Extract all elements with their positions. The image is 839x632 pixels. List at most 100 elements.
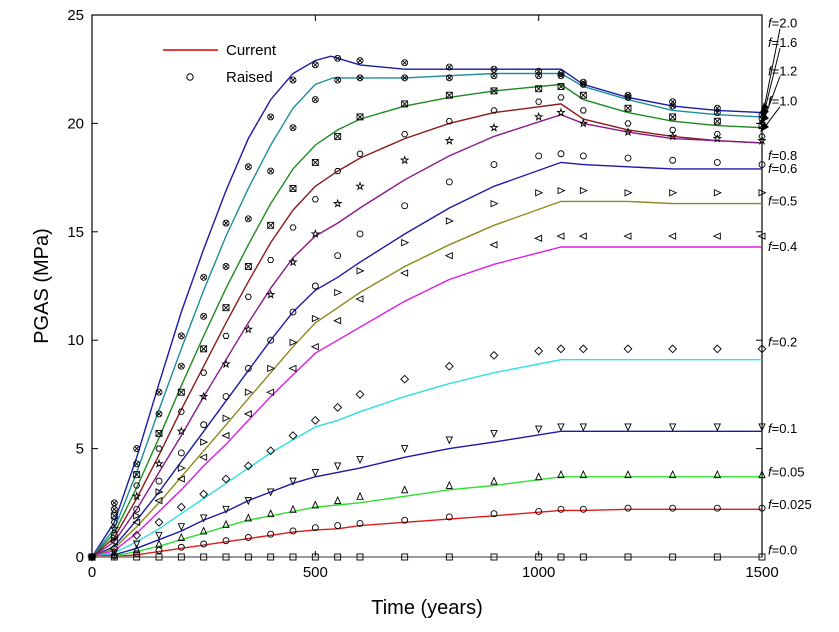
raised-marker bbox=[176, 426, 187, 436]
raised-marker bbox=[356, 113, 364, 121]
raised-marker bbox=[490, 107, 498, 114]
raised-marker bbox=[445, 553, 453, 561]
raised-marker bbox=[313, 62, 318, 68]
raised-marker bbox=[312, 159, 319, 166]
raised-marker bbox=[289, 185, 297, 192]
raised-marker bbox=[669, 113, 676, 121]
raised-marker bbox=[201, 275, 206, 280]
raised-marker bbox=[401, 74, 409, 82]
raised-marker bbox=[490, 199, 499, 208]
raised-marker bbox=[112, 506, 117, 512]
raised-marker bbox=[447, 64, 452, 70]
raised-marker bbox=[713, 109, 721, 117]
axis-ticks: 0 500 1000 1500 0 5 10 15 20 25 bbox=[67, 7, 778, 581]
raised-marker bbox=[199, 514, 208, 523]
current-line-f0.2 bbox=[91, 359, 762, 558]
raised-marker bbox=[445, 178, 453, 186]
raised-marker bbox=[268, 168, 273, 174]
raised-marker bbox=[557, 505, 565, 513]
raised-marker bbox=[625, 95, 631, 100]
raised-marker bbox=[713, 104, 721, 112]
raised-marker bbox=[355, 389, 365, 399]
raised-marker bbox=[198, 391, 209, 401]
f-arrow-2.0 bbox=[763, 28, 781, 109]
raised-marker bbox=[557, 150, 565, 158]
raised-marker bbox=[334, 168, 342, 175]
raised-marker bbox=[133, 471, 140, 478]
raised-marker bbox=[490, 429, 498, 438]
plot-area bbox=[91, 14, 763, 558]
raised-marker bbox=[333, 316, 342, 325]
raised-marker bbox=[177, 532, 186, 541]
raised-marker bbox=[267, 530, 275, 538]
raised-marker bbox=[490, 510, 498, 518]
raised-marker bbox=[311, 96, 319, 104]
x-tick-label: 500 bbox=[303, 564, 328, 581]
raised-marker bbox=[222, 332, 230, 339]
raised-marker bbox=[447, 75, 452, 81]
raised-marker bbox=[311, 468, 320, 478]
raised-marker bbox=[289, 308, 297, 316]
raised-marker bbox=[243, 324, 254, 334]
raised-marker bbox=[356, 267, 365, 275]
raised-marker bbox=[245, 263, 252, 270]
raised-marker bbox=[222, 304, 230, 312]
raised-marker bbox=[557, 553, 565, 561]
raised-marker bbox=[334, 288, 343, 297]
raised-marker bbox=[557, 72, 565, 80]
f-label-0.025: f=0.025 bbox=[768, 497, 812, 512]
raised-marker bbox=[133, 512, 142, 520]
current-line-f1.2 bbox=[91, 83, 763, 558]
x-tick-label: 1000 bbox=[522, 564, 555, 581]
f-label-0.6: f=0.6 bbox=[768, 161, 797, 176]
raised-marker bbox=[177, 408, 185, 415]
raised-marker bbox=[535, 553, 543, 561]
raised-marker bbox=[669, 156, 677, 164]
raised-marker bbox=[579, 423, 588, 432]
raised-marker bbox=[244, 215, 252, 223]
raised-marker bbox=[221, 474, 231, 484]
raised-marker bbox=[88, 553, 96, 561]
raised-marker bbox=[445, 91, 453, 99]
raised-marker bbox=[176, 475, 185, 483]
current-line-f0.025 bbox=[91, 508, 762, 558]
raised-marker bbox=[179, 333, 184, 339]
raised-marker bbox=[578, 232, 587, 240]
raised-marker bbox=[713, 470, 722, 479]
raised-marker bbox=[557, 186, 566, 195]
raised-marker bbox=[669, 553, 677, 561]
current-line-f0.4 bbox=[91, 246, 762, 558]
raised-marker bbox=[401, 553, 409, 561]
f-arrowhead-1.2 bbox=[760, 113, 769, 124]
raised-marker bbox=[268, 114, 273, 120]
raised-marker bbox=[200, 421, 208, 429]
raised-marker bbox=[401, 238, 410, 247]
raised-marker bbox=[334, 553, 342, 561]
raised-marker bbox=[199, 489, 209, 499]
raised-marker bbox=[399, 155, 410, 165]
raised-marker bbox=[311, 500, 320, 509]
raised-marker bbox=[246, 216, 251, 222]
raised-marker bbox=[624, 553, 632, 561]
current-line-f0.5 bbox=[91, 200, 762, 558]
raised-marker bbox=[246, 164, 251, 170]
raised-marker bbox=[669, 189, 678, 197]
raised-marker bbox=[668, 232, 677, 240]
raised-marker bbox=[356, 519, 364, 527]
current-line-f0.6 bbox=[91, 161, 762, 558]
raised-marker bbox=[579, 107, 587, 114]
series-markers bbox=[87, 54, 767, 562]
raised-marker bbox=[267, 553, 275, 561]
raised-marker bbox=[400, 445, 409, 454]
raised-marker bbox=[335, 77, 340, 83]
f-labels: f=2.0 f=1.6 f=1.2 f=1.0 f=0.8f=0.6 f=0.5 f=0.4… bbox=[760, 16, 812, 557]
legend-raised-marker bbox=[186, 73, 194, 81]
raised-marker bbox=[177, 464, 186, 472]
raised-marker bbox=[490, 87, 498, 95]
raised-marker bbox=[579, 505, 587, 513]
raised-marker bbox=[133, 460, 141, 468]
current-line-f2.0 bbox=[91, 55, 763, 558]
legend-current-label: Current bbox=[226, 42, 277, 59]
raised-marker bbox=[288, 257, 298, 267]
raised-marker bbox=[534, 472, 543, 481]
